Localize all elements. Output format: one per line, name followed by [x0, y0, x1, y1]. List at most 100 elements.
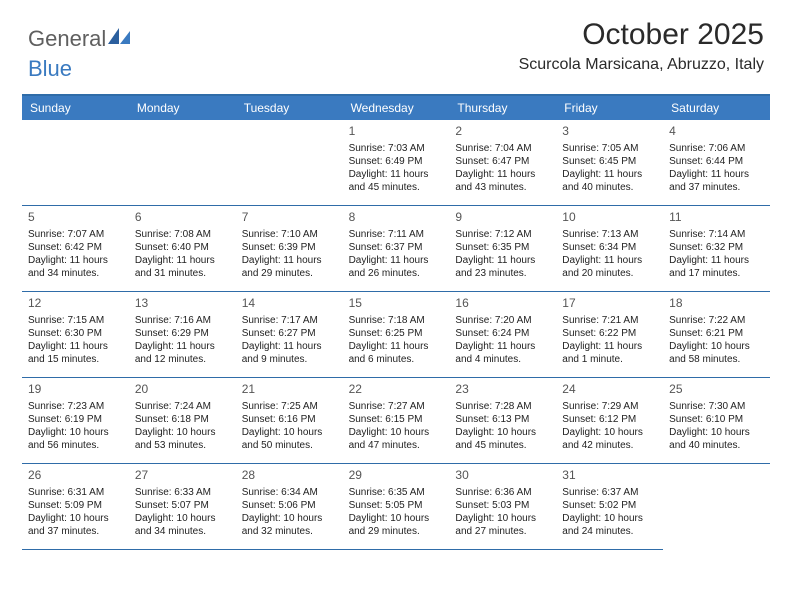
daylight-line1: Daylight: 10 hours [562, 512, 657, 525]
sunset-text: Sunset: 6:27 PM [242, 327, 337, 340]
daylight-line1: Daylight: 11 hours [28, 254, 123, 267]
sunrise-text: Sunrise: 6:31 AM [28, 486, 123, 499]
day-number: 5 [28, 210, 123, 226]
day-number: 11 [669, 210, 764, 226]
sunset-text: Sunset: 6:39 PM [242, 241, 337, 254]
sunrise-text: Sunrise: 7:29 AM [562, 400, 657, 413]
logo-line2: Blue [28, 56, 72, 82]
sunset-text: Sunset: 6:42 PM [28, 241, 123, 254]
calendar-cell: 31 Sunrise: 6:37 AMSunset: 5:02 PMDayligh… [556, 464, 663, 550]
daylight-line1: Daylight: 10 hours [455, 426, 550, 439]
daylight-line2: and 20 minutes. [562, 267, 657, 280]
sunrise-text: Sunrise: 7:14 AM [669, 228, 764, 241]
sunset-text: Sunset: 6:19 PM [28, 413, 123, 426]
day-number: 31 [562, 468, 657, 484]
day-number: 19 [28, 382, 123, 398]
sunset-text: Sunset: 5:07 PM [135, 499, 230, 512]
calendar-cell-empty [129, 120, 236, 206]
day-number: 1 [349, 124, 444, 140]
sunrise-text: Sunrise: 7:28 AM [455, 400, 550, 413]
sunrise-text: Sunrise: 7:13 AM [562, 228, 657, 241]
sunset-text: Sunset: 6:35 PM [455, 241, 550, 254]
calendar-cell: 11Sunrise: 7:14 AMSunset: 6:32 PMDayligh… [663, 206, 770, 292]
calendar-cell: 17Sunrise: 7:21 AMSunset: 6:22 PMDayligh… [556, 292, 663, 378]
daylight-line2: and 58 minutes. [669, 353, 764, 366]
daylight-line1: Daylight: 10 hours [135, 426, 230, 439]
sunset-text: Sunset: 6:18 PM [135, 413, 230, 426]
daylight-line2: and 29 minutes. [349, 525, 444, 538]
daylight-line2: and 43 minutes. [455, 181, 550, 194]
daylight-line1: Daylight: 11 hours [562, 254, 657, 267]
weekday-tuesday: Tuesday [236, 96, 343, 120]
sunrise-text: Sunrise: 7:11 AM [349, 228, 444, 241]
day-number: 18 [669, 296, 764, 312]
day-number: 21 [242, 382, 337, 398]
daylight-line1: Daylight: 10 hours [28, 512, 123, 525]
sunset-text: Sunset: 5:03 PM [455, 499, 550, 512]
calendar-cell: 23 Sunrise: 7:28 AMSunset: 6:13 PMDayligh… [449, 378, 556, 464]
calendar: Sunday Monday Tuesday Wednesday Thursday… [22, 94, 770, 550]
daylight-line2: and 4 minutes. [455, 353, 550, 366]
logo: General [28, 26, 130, 52]
month-title: October 2025 [519, 18, 764, 52]
calendar-cell: 10Sunrise: 7:13 AMSunset: 6:34 PMDayligh… [556, 206, 663, 292]
day-number: 7 [242, 210, 337, 226]
day-number: 26 [28, 468, 123, 484]
calendar-cell: 9Sunrise: 7:12 AMSunset: 6:35 PMDaylight… [449, 206, 556, 292]
daylight-line1: Daylight: 10 hours [242, 426, 337, 439]
sunrise-text: Sunrise: 7:08 AM [135, 228, 230, 241]
day-number: 13 [135, 296, 230, 312]
daylight-line2: and 31 minutes. [135, 267, 230, 280]
daylight-line2: and 12 minutes. [135, 353, 230, 366]
sunrise-text: Sunrise: 6:37 AM [562, 486, 657, 499]
sunrise-text: Sunrise: 6:36 AM [455, 486, 550, 499]
sunset-text: Sunset: 6:13 PM [455, 413, 550, 426]
daylight-line1: Daylight: 11 hours [349, 254, 444, 267]
daylight-line2: and 56 minutes. [28, 439, 123, 452]
calendar-cell: 26Sunrise: 6:31 AMSunset: 5:09 PMDayligh… [22, 464, 129, 550]
sunset-text: Sunset: 5:05 PM [349, 499, 444, 512]
sunrise-text: Sunrise: 7:20 AM [455, 314, 550, 327]
daylight-line1: Daylight: 10 hours [669, 340, 764, 353]
sunset-text: Sunset: 6:12 PM [562, 413, 657, 426]
daylight-line2: and 29 minutes. [242, 267, 337, 280]
sunrise-text: Sunrise: 7:12 AM [455, 228, 550, 241]
daylight-line2: and 15 minutes. [28, 353, 123, 366]
day-number: 30 [455, 468, 550, 484]
day-number: 8 [349, 210, 444, 226]
sunset-text: Sunset: 6:21 PM [669, 327, 764, 340]
sunrise-text: Sunrise: 7:23 AM [28, 400, 123, 413]
day-number: 9 [455, 210, 550, 226]
daylight-line2: and 9 minutes. [242, 353, 337, 366]
day-number: 6 [135, 210, 230, 226]
page-header: General October 2025 Scurcola Marsicana,… [0, 0, 792, 80]
sunset-text: Sunset: 6:22 PM [562, 327, 657, 340]
weekday-friday: Friday [556, 96, 663, 120]
sunset-text: Sunset: 6:47 PM [455, 155, 550, 168]
calendar-cell: 29Sunrise: 6:35 AMSunset: 5:05 PMDayligh… [343, 464, 450, 550]
weekday-thursday: Thursday [449, 96, 556, 120]
day-number: 10 [562, 210, 657, 226]
sunrise-text: Sunrise: 7:06 AM [669, 142, 764, 155]
sunrise-text: Sunrise: 6:35 AM [349, 486, 444, 499]
sunset-text: Sunset: 5:02 PM [562, 499, 657, 512]
daylight-line1: Daylight: 11 hours [455, 340, 550, 353]
daylight-line2: and 37 minutes. [28, 525, 123, 538]
calendar-cell-empty [22, 120, 129, 206]
sunrise-text: Sunrise: 7:27 AM [349, 400, 444, 413]
day-number: 23 [455, 382, 550, 398]
daylight-line2: and 50 minutes. [242, 439, 337, 452]
daylight-line1: Daylight: 10 hours [562, 426, 657, 439]
calendar-cell-empty [236, 120, 343, 206]
sunset-text: Sunset: 6:30 PM [28, 327, 123, 340]
calendar-cell: 8Sunrise: 7:11 AMSunset: 6:37 PMDaylight… [343, 206, 450, 292]
daylight-line2: and 26 minutes. [349, 267, 444, 280]
daylight-line2: and 34 minutes. [28, 267, 123, 280]
sunrise-text: Sunrise: 7:05 AM [562, 142, 657, 155]
weekday-saturday: Saturday [663, 96, 770, 120]
sunset-text: Sunset: 6:29 PM [135, 327, 230, 340]
daylight-line1: Daylight: 11 hours [135, 340, 230, 353]
calendar-cell: 1Sunrise: 7:03 AMSunset: 6:49 PMDaylight… [343, 120, 450, 206]
daylight-line1: Daylight: 10 hours [28, 426, 123, 439]
sunrise-text: Sunrise: 7:15 AM [28, 314, 123, 327]
